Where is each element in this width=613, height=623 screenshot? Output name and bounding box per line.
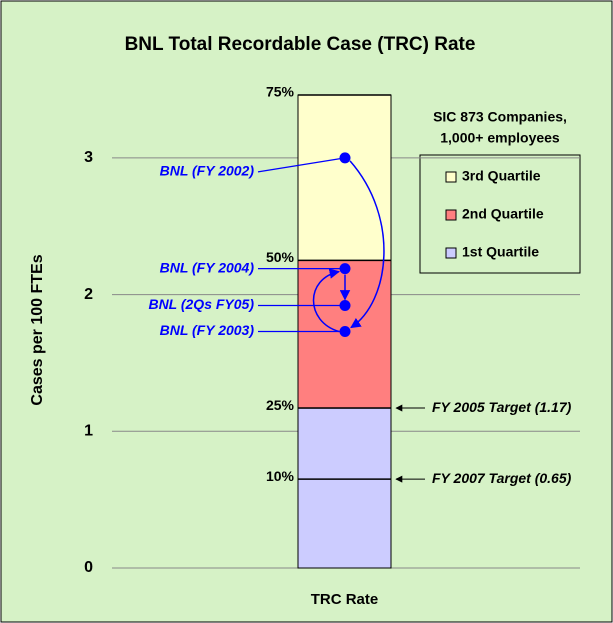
legend-title: SIC 873 Companies,: [433, 109, 567, 125]
trend-arrow: [349, 160, 385, 329]
legend-swatch: [445, 171, 457, 183]
legend-swatch: [445, 209, 457, 221]
target-label: FY 2007 Target (0.65): [432, 470, 572, 486]
data-point: [339, 326, 351, 337]
y-axis-label: Cases per 100 FTEs: [29, 254, 46, 405]
data-point: [339, 263, 351, 275]
x-tick-label: TRC Rate: [311, 591, 379, 608]
target-label: FY 2005 Target (1.17): [432, 399, 572, 415]
percentile-label: 50%: [266, 249, 295, 265]
chart-title: BNL Total Recordable Case (TRC) Rate: [125, 34, 476, 55]
data-point: [339, 300, 351, 312]
trend-arrow: [312, 268, 341, 333]
y-tick-label: 1: [84, 423, 93, 440]
bar-segment: [297, 94, 392, 261]
legend-title: 1,000+ employees: [440, 130, 560, 146]
y-tick-label: 2: [84, 286, 93, 303]
percentile-label: 75%: [266, 84, 295, 100]
y-tick-label: 3: [84, 149, 93, 166]
legend-label: 3rd Quartile: [462, 168, 541, 184]
data-point: [339, 152, 351, 164]
point-label: BNL (FY 2002): [160, 163, 255, 179]
leader-line: [257, 157, 346, 173]
legend-swatch: [445, 247, 457, 259]
y-tick-label: 0: [84, 559, 93, 576]
point-label: BNL (FY 2004): [160, 259, 255, 275]
percentile-label: 25%: [266, 397, 295, 413]
point-label: BNL (2Qs FY05): [148, 296, 254, 312]
point-label: BNL (FY 2003): [160, 322, 255, 338]
legend-label: 1st Quartile: [462, 244, 539, 260]
legend-label: 2nd Quartile: [462, 206, 544, 222]
bar-segment: [297, 407, 392, 569]
percentile-label: 10%: [266, 468, 295, 484]
